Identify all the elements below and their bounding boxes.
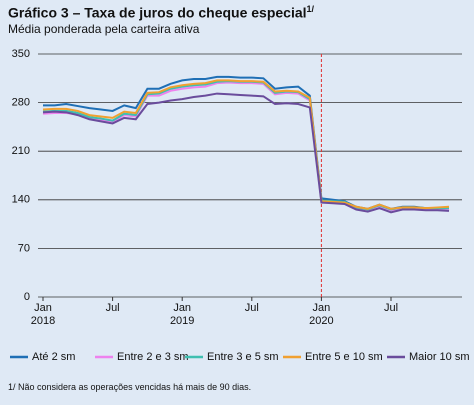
series-line <box>43 75 449 210</box>
chart-subtitle: Média ponderada pela carteira ativa <box>8 22 200 36</box>
x-tick-label: Jan 2018 <box>30 302 56 327</box>
footnote: 1/ Não considera as operações vencidas h… <box>8 382 252 392</box>
title-superscript: 1/ <box>306 4 315 14</box>
x-tick-label: Jul <box>105 302 120 314</box>
y-tick-label: 0 <box>24 291 30 303</box>
y-tick-label: 210 <box>12 145 30 157</box>
legend-label: Entre 5 e 10 sm <box>305 351 383 363</box>
x-tick-label: Jan 2019 <box>169 302 195 327</box>
y-tick-label: 280 <box>12 97 30 109</box>
series-line <box>42 81 449 212</box>
y-tick-label: 350 <box>12 48 30 60</box>
x-tick-label: Jul <box>244 302 259 314</box>
legend-label: Entre 2 e 3 sm <box>117 351 189 363</box>
y-tick-label: 140 <box>12 194 30 206</box>
legend-label: Entre 3 e 5 sm <box>207 351 279 363</box>
series-line <box>42 79 450 210</box>
x-tick-label: Jan 2020 <box>309 302 334 327</box>
series-line <box>42 92 450 214</box>
series-line <box>42 80 449 211</box>
x-tick-label: Jul <box>383 302 399 314</box>
legend-label: Até 2 sm <box>32 351 75 363</box>
legend-label: Maior 10 sm <box>409 351 470 363</box>
title-text: Gráfico 3 – Taxa de juros do cheque espe… <box>8 4 307 21</box>
chart-title: Gráfico 3 – Taxa de juros do cheque espe… <box>8 4 314 21</box>
y-tick-label: 70 <box>18 242 30 254</box>
